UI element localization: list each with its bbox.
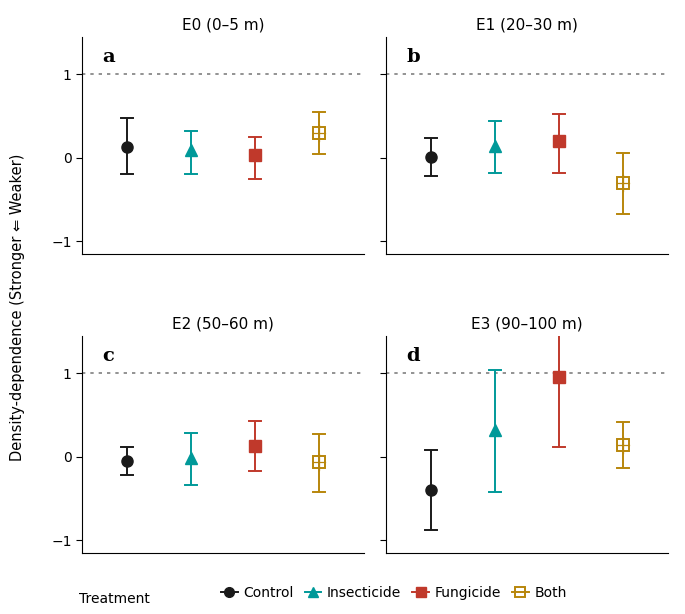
Text: d: d bbox=[406, 347, 420, 365]
Legend: Control, Insecticide, Fungicide, Both: Control, Insecticide, Fungicide, Both bbox=[216, 581, 572, 606]
Text: Density-dependence (Stronger ⇐ Weaker): Density-dependence (Stronger ⇐ Weaker) bbox=[10, 154, 25, 460]
Title: E0 (0–5 m): E0 (0–5 m) bbox=[182, 18, 264, 33]
Text: Treatment: Treatment bbox=[79, 593, 149, 606]
Title: E3 (90–100 m): E3 (90–100 m) bbox=[471, 317, 583, 332]
Title: E1 (20–30 m): E1 (20–30 m) bbox=[476, 18, 578, 33]
Text: b: b bbox=[406, 48, 420, 66]
Text: c: c bbox=[102, 347, 114, 365]
Title: E2 (50–60 m): E2 (50–60 m) bbox=[172, 317, 274, 332]
Text: a: a bbox=[102, 48, 114, 66]
